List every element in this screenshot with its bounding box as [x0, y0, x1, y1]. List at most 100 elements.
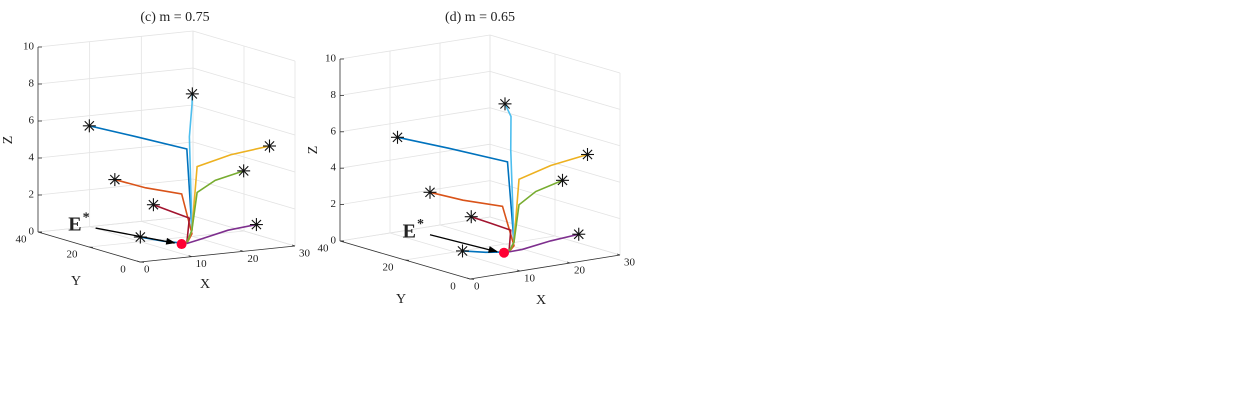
grid-line	[489, 71, 621, 110]
start-marker	[146, 198, 160, 212]
start-marker	[498, 97, 512, 111]
z-tick-label: 4	[331, 162, 337, 174]
equilibrium-label: E	[403, 220, 416, 242]
z-axis-label: Z	[1, 136, 16, 145]
y-tick-label: 0	[120, 264, 126, 276]
y-axis-label: Y	[396, 292, 406, 307]
y-tick-label: 0	[450, 281, 456, 293]
annotation-arrow	[95, 227, 175, 244]
z-tick-label: 8	[29, 78, 35, 90]
trajectory	[508, 179, 563, 253]
z-tick-label: 10	[325, 53, 337, 65]
y-tick-label: 40	[16, 234, 28, 246]
y-tick-label: 40	[318, 243, 330, 255]
x-axis	[139, 245, 296, 263]
grid-line	[339, 34, 491, 60]
grid-line	[192, 67, 296, 99]
z-tick-label: 2	[331, 198, 337, 210]
x-tick-label: 30	[624, 257, 636, 269]
x-tick-label: 20	[574, 265, 586, 277]
z-axis-label: Z	[306, 146, 321, 155]
x-tick	[291, 244, 296, 247]
asterisk-stroke	[466, 211, 477, 222]
grid-line	[192, 215, 296, 247]
start-marker	[82, 119, 96, 133]
trajectory	[429, 191, 515, 253]
start-marker	[108, 173, 122, 187]
grid-line	[339, 71, 491, 96]
x-axis-label: X	[200, 277, 210, 292]
x-tick-label: 30	[299, 248, 311, 260]
start-marker	[581, 148, 594, 161]
x-tick-label: 10	[524, 273, 536, 285]
x-axis-label: X	[536, 293, 546, 308]
asterisk-stroke	[264, 141, 275, 151]
grid-line	[37, 104, 194, 122]
z-tick-label: 8	[331, 89, 337, 101]
asterisk-stroke	[238, 165, 249, 176]
grid-line	[37, 178, 194, 196]
y-tick-label: 20	[67, 249, 79, 261]
asterisk-stroke	[148, 199, 159, 210]
grid-line	[339, 107, 491, 133]
x-tick-label: 0	[144, 264, 150, 276]
start-marker	[556, 173, 569, 187]
start-marker	[391, 130, 404, 144]
start-marker	[423, 185, 437, 199]
trajectory	[470, 215, 512, 252]
trajectory	[153, 203, 191, 244]
asterisk-stroke	[457, 245, 468, 256]
z-tick-label: 4	[29, 152, 35, 164]
grid-line	[37, 215, 194, 233]
equilibrium-label: E	[68, 214, 81, 236]
asterisk-stroke	[109, 174, 120, 185]
trajectory	[508, 233, 579, 253]
start-marker	[263, 139, 276, 153]
grid-line	[489, 143, 621, 183]
asterisk-stroke	[500, 98, 510, 109]
grid-line	[339, 216, 491, 242]
equilibrium-point	[176, 239, 187, 250]
equilibrium-label-sup: *	[417, 217, 424, 232]
trajectory	[186, 170, 244, 244]
start-marker	[456, 244, 469, 258]
x-axis	[469, 254, 621, 280]
grid-line	[192, 141, 296, 173]
asterisk-stroke	[582, 149, 593, 160]
grid-line	[489, 107, 621, 147]
asterisk-stroke	[573, 229, 584, 240]
equilibrium-label-sup: *	[83, 210, 90, 225]
y-axis-label: Y	[71, 274, 81, 289]
start-marker	[185, 87, 199, 101]
start-marker	[237, 164, 251, 178]
asterisk-stroke	[425, 187, 435, 198]
grid-line	[37, 30, 194, 48]
x-tick-label: 10	[196, 258, 208, 270]
arrow-head	[165, 237, 176, 245]
x-tick	[566, 261, 571, 264]
annotation-arrow	[429, 234, 498, 253]
z-tick-label: 6	[29, 115, 35, 127]
x-tick-label: 20	[247, 253, 258, 265]
start-marker	[249, 218, 263, 232]
grid-line	[339, 143, 491, 169]
z-tick-label: 0	[331, 235, 337, 247]
x-tick	[136, 260, 141, 263]
z-tick-label: 10	[23, 41, 35, 53]
asterisk-stroke	[557, 175, 568, 186]
grid-line	[192, 104, 296, 136]
grid-line	[489, 216, 621, 256]
arrow-head	[488, 246, 498, 253]
asterisk-stroke	[392, 132, 403, 143]
trajectory	[114, 178, 193, 244]
start-marker	[572, 227, 586, 241]
x-tick-label: 0	[474, 281, 480, 293]
equilibrium-point	[499, 247, 509, 258]
x-tick	[188, 255, 192, 258]
x-tick	[616, 253, 621, 256]
asterisk-stroke	[187, 88, 198, 99]
z-tick-label: 6	[331, 125, 337, 137]
z-tick-label: 0	[29, 226, 35, 238]
grid-line	[339, 180, 491, 205]
